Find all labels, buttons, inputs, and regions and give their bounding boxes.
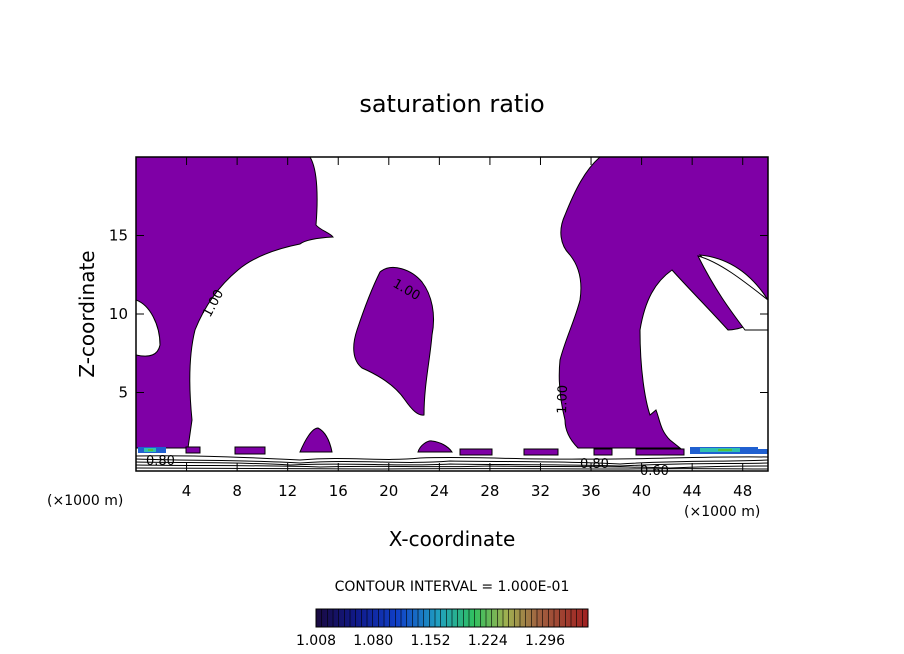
x-tick-label: 12: [278, 482, 297, 500]
colorbar-label: 1.008: [296, 633, 336, 649]
colorbar-label: 1.296: [525, 633, 565, 649]
colorbar-label: 1.152: [410, 633, 450, 649]
x-tick-label: 28: [480, 482, 499, 500]
surface-contours: [136, 455, 768, 470]
blob-9km: [234, 446, 266, 455]
contour-label-3: 1.00: [555, 385, 571, 414]
x-tick-label: 40: [632, 482, 651, 500]
blob-40km: [635, 448, 685, 456]
spot-right-green: [718, 449, 732, 451]
chart-title: saturation ratio: [359, 90, 544, 118]
x-tick-label: 44: [683, 482, 702, 500]
upper-left-region: [136, 157, 334, 449]
blob-14km: [299, 427, 333, 453]
center-region: [353, 267, 435, 416]
spot-left-green: [148, 449, 153, 451]
y-axis-label: Z-coordinate: [75, 250, 99, 377]
y-tick-label: 10: [109, 305, 128, 323]
blob-32km: [523, 448, 559, 456]
upper-right-hole: [697, 255, 768, 331]
x-tick-label: 8: [232, 482, 242, 500]
x-unit-left: (×1000 m): [47, 493, 123, 509]
x-tick-label: 16: [329, 482, 348, 500]
blob-5km: [185, 446, 201, 454]
colorbar-label: 1.080: [353, 633, 393, 649]
colorbar-label: 1.224: [468, 633, 508, 649]
x-tick-label: 32: [531, 482, 550, 500]
blob-27km: [459, 448, 493, 456]
blob-23km: [417, 440, 453, 453]
x-unit-right: (×1000 m): [684, 504, 760, 520]
x-axis-label: X-coordinate: [389, 527, 516, 551]
spot-right-edge: [756, 449, 768, 454]
colorbar-ticks: [315, 609, 589, 627]
contour-interval: CONTOUR INTERVAL = 1.000E-01: [335, 579, 570, 595]
blob-37km: [593, 448, 613, 456]
x-tick-label: 24: [430, 482, 449, 500]
x-tick-label: 4: [182, 482, 192, 500]
high-saturation-spots: [138, 447, 768, 454]
x-tick-label: 20: [379, 482, 398, 500]
x-axis-ticks: 4 8 12 16 20 24 28 32 36 40 44 48: [182, 157, 752, 500]
contour-label-5: 0.80: [580, 457, 609, 472]
colorbar-labels: 1.008 1.080 1.152 1.224 1.296: [296, 633, 565, 649]
y-tick-label: 5: [118, 384, 128, 402]
supersaturation-regions: [136, 157, 768, 456]
y-tick-label: 15: [109, 227, 128, 245]
y-axis-ticks: 5 10 15: [109, 227, 768, 402]
contour-label-4: 0.80: [146, 454, 175, 469]
x-tick-label: 36: [581, 482, 600, 500]
x-tick-label: 48: [733, 482, 752, 500]
